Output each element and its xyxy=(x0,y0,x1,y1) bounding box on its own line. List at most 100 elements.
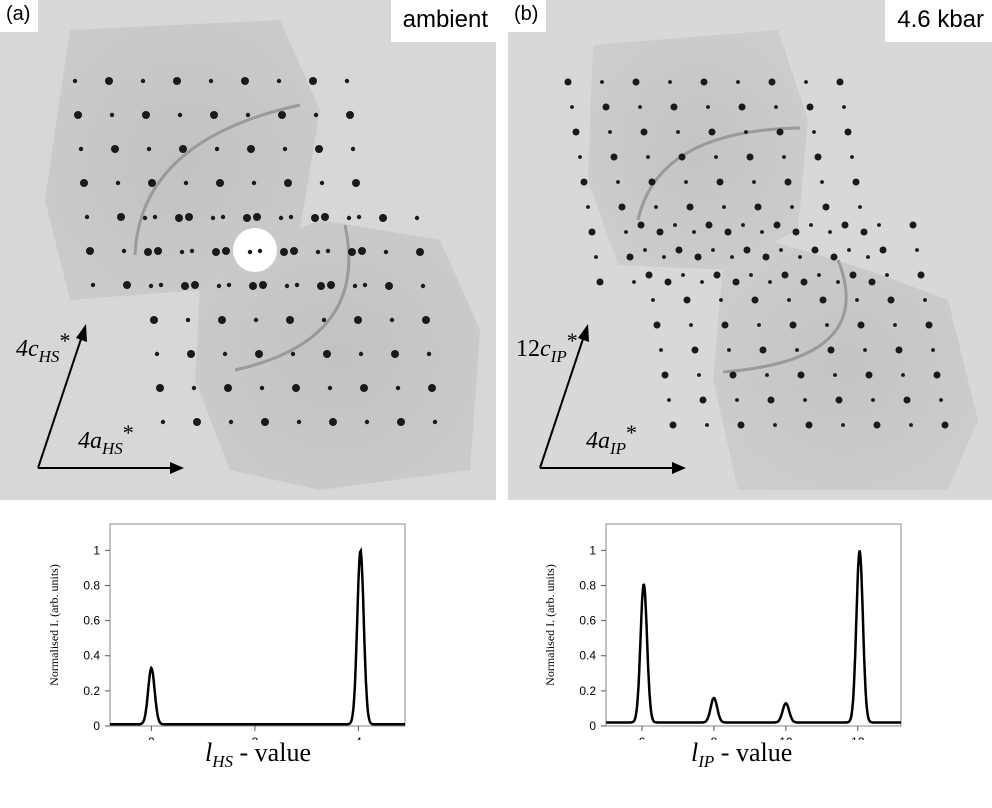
diffraction-spot xyxy=(767,396,775,404)
diffraction-spot xyxy=(210,215,216,221)
diffraction-spot xyxy=(261,418,269,426)
diffraction-spot xyxy=(290,247,298,255)
diffraction-spot xyxy=(610,153,618,161)
diffraction-spot xyxy=(216,179,224,187)
diffraction-pattern-b: 12cIP* 4aIP* xyxy=(508,0,992,500)
diffraction-spot xyxy=(286,316,294,324)
diffraction-spot xyxy=(887,296,895,304)
diffraction-spot xyxy=(212,248,220,256)
diffraction-spot xyxy=(253,317,259,323)
diffraction-spot xyxy=(659,348,663,352)
diffraction-spot xyxy=(241,77,249,85)
diffraction-spot xyxy=(792,228,800,236)
intensity-plot-a: Normalised I. (arb. units) 0 0.2 0.4 0.6 0.8 1… xyxy=(0,510,496,808)
reciprocal-axes-b xyxy=(539,324,686,474)
x-tick-label: 2 xyxy=(148,735,155,740)
diffraction-spot xyxy=(746,153,754,161)
diffraction-spot xyxy=(313,112,319,118)
diffraction-spot xyxy=(346,111,354,119)
diffraction-spot xyxy=(744,130,748,134)
diffraction-spot xyxy=(154,351,160,357)
diffraction-spot xyxy=(784,178,792,186)
diffraction-spot xyxy=(311,214,319,222)
diffraction-spot xyxy=(809,223,813,227)
diffraction-spot xyxy=(189,248,195,254)
diffraction-spot xyxy=(653,321,661,329)
diffraction-spot xyxy=(751,296,759,304)
diffraction-spot xyxy=(364,419,370,425)
diffraction-spot xyxy=(109,112,115,118)
diffraction-spot xyxy=(787,298,791,302)
diffraction-spot xyxy=(754,203,762,211)
diffraction-spot xyxy=(844,128,852,136)
intensity-chart-a: Normalised I. (arb. units) 0 0.2 0.4 0.6 0.8 1… xyxy=(47,523,406,749)
diffraction-spot xyxy=(150,316,158,324)
diffraction-spot xyxy=(830,253,838,261)
diffraction-spot xyxy=(909,423,913,427)
x-axis-label-a: lHS - value xyxy=(205,738,311,772)
x-tick-label: 12 xyxy=(851,735,865,740)
diffraction-spot xyxy=(795,348,799,352)
diffraction-spot xyxy=(903,396,911,404)
y-tick-label: 0 xyxy=(589,719,596,733)
diffraction-spot xyxy=(90,282,96,288)
diffraction-spot xyxy=(383,249,389,255)
diffraction-spot xyxy=(259,385,265,391)
diffraction-spot xyxy=(689,323,693,327)
diffraction-spot xyxy=(426,351,432,357)
y-tick-label: 0.8 xyxy=(83,578,100,592)
diffraction-spot xyxy=(352,179,360,187)
diffraction-spot xyxy=(292,384,300,392)
diffraction-spot xyxy=(321,213,329,221)
diffraction-spot xyxy=(247,249,253,255)
diffraction-spot xyxy=(812,130,816,134)
diffraction-spot xyxy=(259,281,267,289)
diffraction-spot xyxy=(327,281,335,289)
vector-a-label-b: 4aIP* xyxy=(586,420,637,458)
diffraction-spot xyxy=(111,145,119,153)
diffraction-spot xyxy=(673,223,677,227)
diffraction-spot xyxy=(121,248,127,254)
diffraction-spot xyxy=(72,78,78,84)
diffraction-spot xyxy=(817,273,821,277)
diffraction-spot xyxy=(697,373,701,377)
diffraction-spot xyxy=(354,316,362,324)
diffraction-spot xyxy=(664,278,672,286)
diffraction-spot xyxy=(352,283,358,289)
y-tick-label: 0.2 xyxy=(83,684,100,698)
diffraction-spot xyxy=(397,418,405,426)
diffraction-spot xyxy=(651,298,655,302)
diffraction-spot xyxy=(428,384,436,392)
diffraction-spot xyxy=(683,296,691,304)
diffraction-spot xyxy=(276,78,282,84)
diffraction-spot xyxy=(743,246,751,254)
diffraction-spot xyxy=(842,105,846,109)
diffraction-spot xyxy=(781,271,789,279)
y-tick-label: 0.2 xyxy=(579,684,596,698)
diffraction-spot xyxy=(923,298,927,302)
diffraction-spot xyxy=(309,77,317,85)
diffraction-spot xyxy=(220,214,226,220)
diffraction-spot xyxy=(804,80,808,84)
diffraction-spot xyxy=(820,180,824,184)
diffraction-spot xyxy=(222,247,230,255)
diffraction-spot xyxy=(757,323,761,327)
plot-frame xyxy=(605,523,902,727)
diffraction-spot xyxy=(185,317,191,323)
diffraction-spot xyxy=(602,103,610,111)
diffraction-spot xyxy=(253,213,261,221)
diffraction-spot xyxy=(776,128,784,136)
diffraction-spot xyxy=(656,228,664,236)
x-axis-label-b: lIP - value xyxy=(691,738,793,772)
diffraction-spot xyxy=(315,249,321,255)
diffraction-spot xyxy=(290,351,296,357)
diffraction-spot xyxy=(160,419,166,425)
diffraction-spot xyxy=(925,321,933,329)
diffraction-spot xyxy=(648,178,656,186)
diffraction-spot xyxy=(893,323,897,327)
reciprocal-axes-a xyxy=(37,324,184,474)
diffraction-spot xyxy=(662,255,666,259)
diffraction-spot xyxy=(852,178,860,186)
diffraction-spot xyxy=(315,145,323,153)
diffraction-spot xyxy=(724,228,732,236)
